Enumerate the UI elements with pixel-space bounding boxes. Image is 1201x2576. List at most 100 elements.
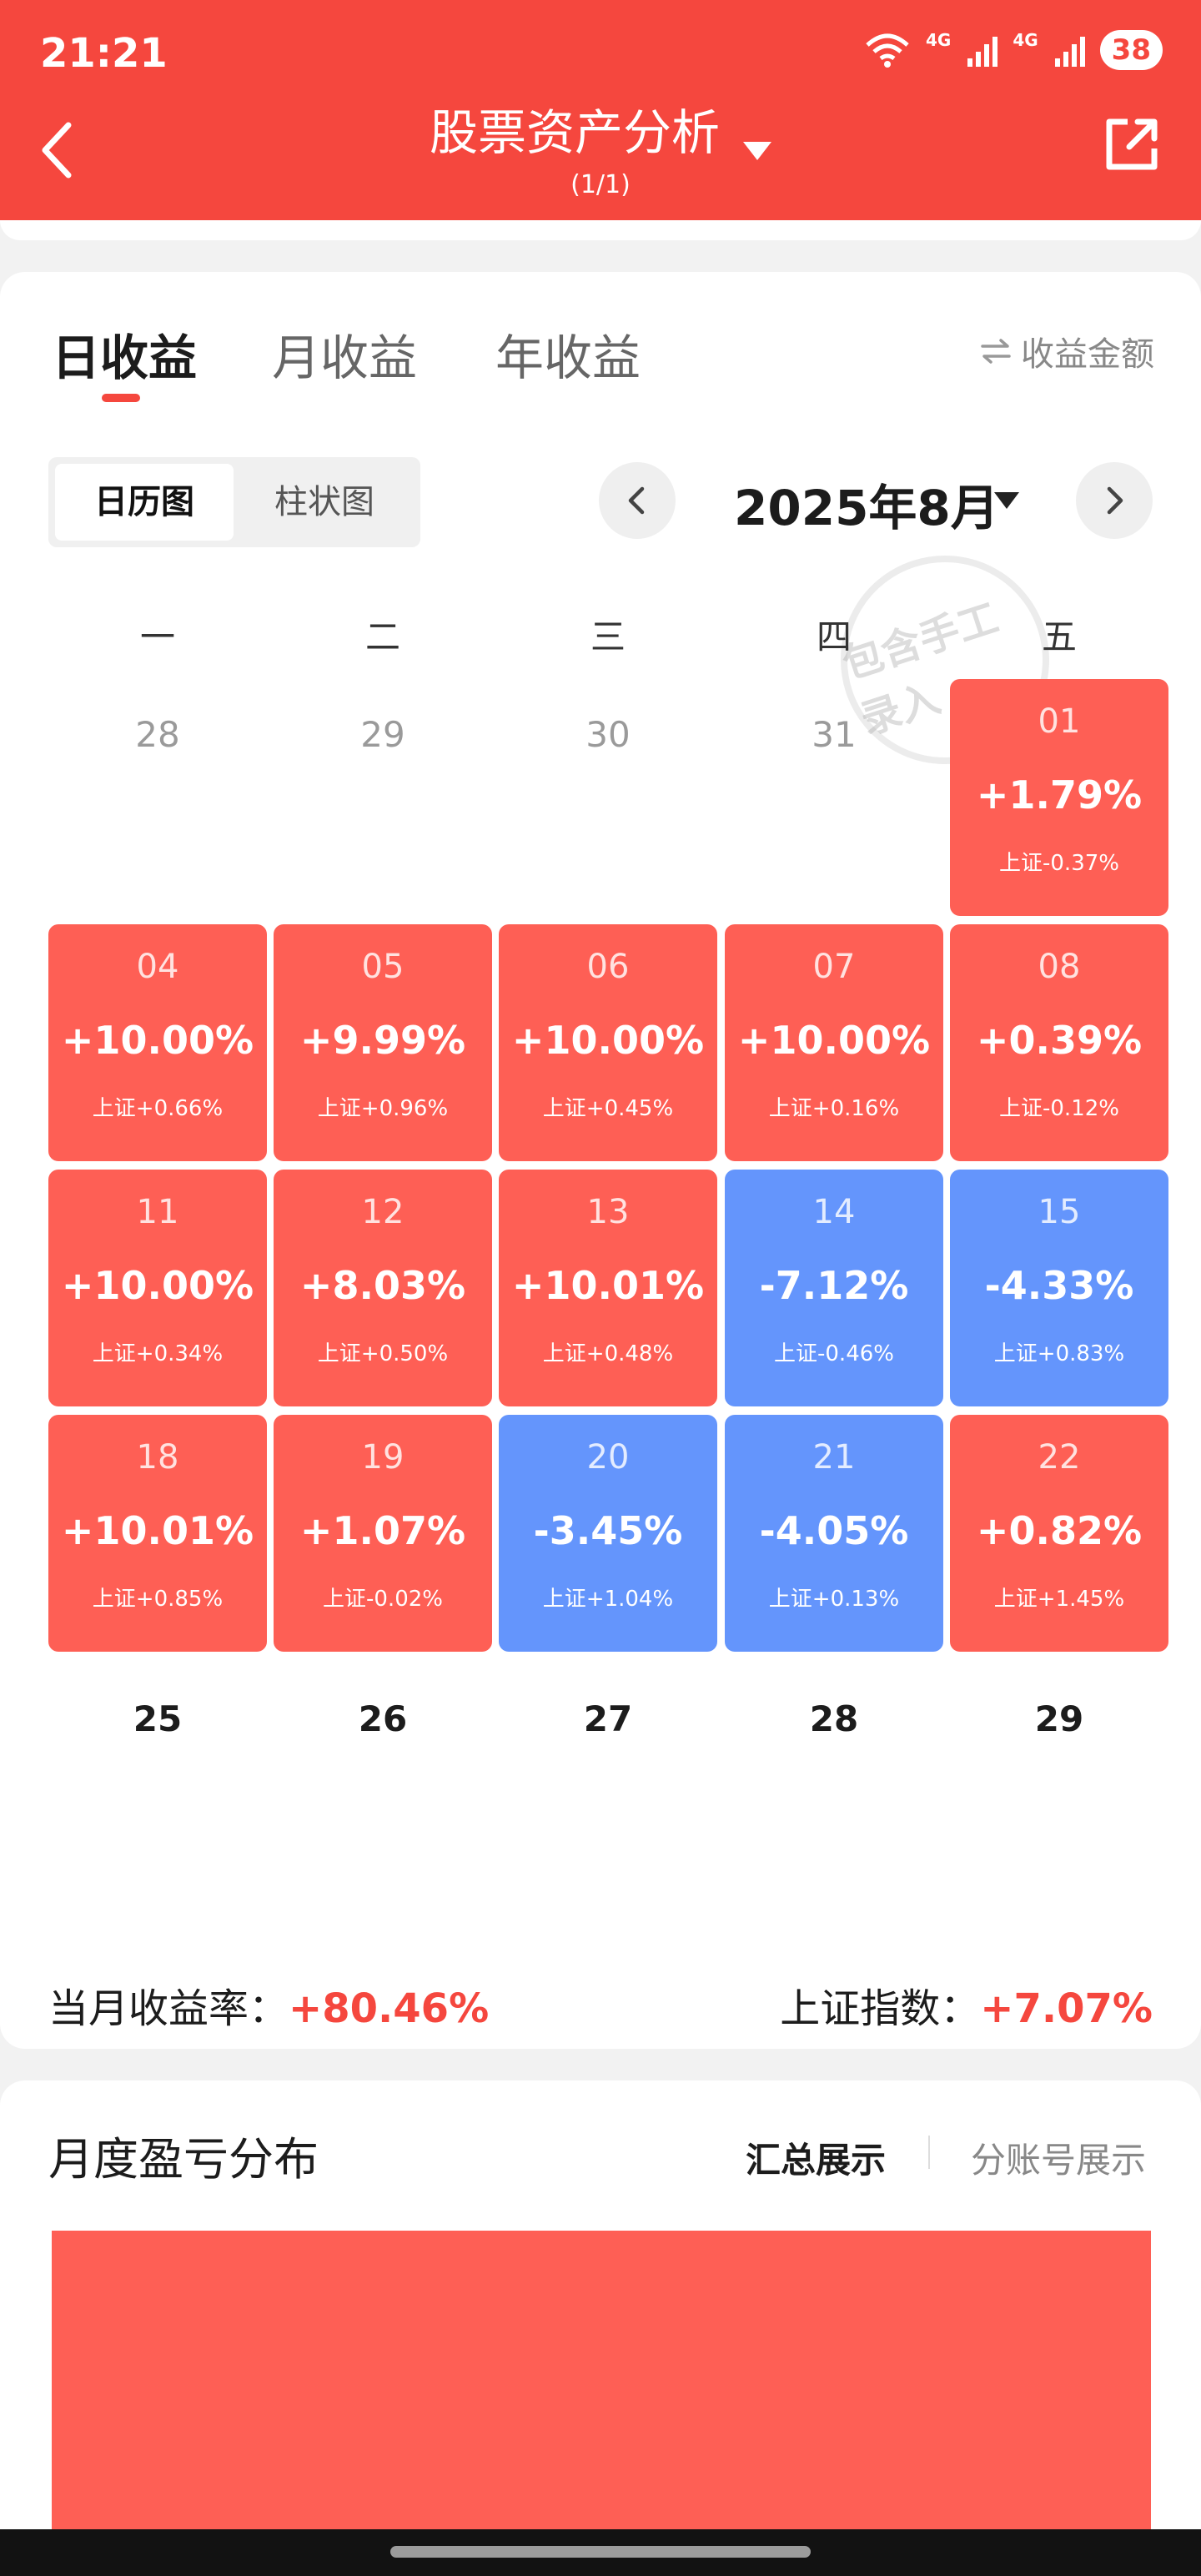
day-number: 08 [1038, 948, 1081, 986]
back-arrow-icon[interactable] [33, 117, 83, 184]
index-return: 上证+1.04% [542, 1587, 674, 1612]
calendar-day-cell[interactable]: 05 +9.99% 上证+0.96% [274, 924, 492, 1161]
calendar-day-cell[interactable]: 18 +10.01% 上证+0.85% [48, 1415, 267, 1652]
day-number: 13 [586, 1193, 630, 1231]
index-return: 上证+0.66% [92, 1096, 224, 1121]
day-number: 12 [361, 1193, 405, 1231]
calendar-day-cell[interactable]: 07 +10.00% 上证+0.16% [725, 924, 943, 1161]
index-return: 上证+0.96% [317, 1096, 449, 1121]
calendar-day-cell[interactable]: 08 +0.39% 上证-0.12% [950, 924, 1168, 1161]
index-return: 上证+0.83% [993, 1341, 1125, 1366]
calendar-day-cell[interactable]: 06 +10.00% 上证+0.45% [499, 924, 717, 1161]
tab-daily[interactable]: 日收益 [52, 330, 198, 386]
amount-toggle[interactable]: 收益金额 [979, 327, 1154, 375]
home-indicator[interactable] [390, 2546, 811, 2558]
index-return: 上证+0.34% [92, 1341, 224, 1366]
page-title: 股票资产分析 [429, 104, 720, 161]
day-number: 22 [1038, 1438, 1081, 1477]
index-return: 上证-0.37% [999, 851, 1119, 876]
upcoming-day: 25 [133, 1698, 183, 1739]
network-label-1: 4G [925, 30, 952, 50]
day-number: 21 [812, 1438, 856, 1477]
monthly-return-label: 当月收益率： [48, 1985, 289, 2032]
daily-return: +0.39% [976, 1018, 1143, 1063]
calendar-day-cell[interactable]: 21 -4.05% 上证+0.13% [725, 1415, 943, 1652]
index-return: 上证+0.13% [768, 1587, 900, 1612]
daily-return: -4.33% [984, 1263, 1134, 1308]
summary-view-option[interactable]: 汇总展示 [746, 2140, 887, 2181]
tab-monthly[interactable]: 月收益 [272, 330, 418, 386]
day-number: 18 [136, 1438, 179, 1477]
swap-icon [981, 339, 1011, 364]
index-return-value: +7.07% [980, 1985, 1153, 2032]
daily-return: +0.82% [976, 1508, 1143, 1553]
signal-icon [967, 33, 998, 67]
active-tab-indicator [102, 394, 140, 402]
day-number: 19 [361, 1438, 405, 1477]
calendar-view-button[interactable]: 日历图 [55, 464, 234, 541]
upcoming-day: 28 [809, 1698, 859, 1739]
weekday-label: 二 [364, 616, 400, 657]
chevron-left-icon [628, 486, 645, 515]
previous-card-edge [0, 220, 1201, 240]
calendar-day-cell[interactable]: 12 +8.03% 上证+0.50% [274, 1170, 492, 1406]
daily-return: -4.05% [759, 1508, 909, 1553]
prev-month-button[interactable] [599, 462, 676, 539]
index-return: 上证+0.50% [317, 1341, 449, 1366]
calendar-day-cell[interactable]: 15 -4.33% 上证+0.83% [950, 1170, 1168, 1406]
caret-down-icon [994, 492, 1019, 509]
index-return: 上证+0.45% [542, 1096, 674, 1121]
bar-view-button[interactable]: 柱状图 [274, 483, 374, 521]
index-return: 上证+1.45% [993, 1587, 1125, 1612]
network-label-2: 4G [1013, 30, 1038, 50]
calendar-day-cell[interactable]: 13 +10.01% 上证+0.48% [499, 1170, 717, 1406]
calendar-day-cell[interactable]: 01 +1.79% 上证-0.37% [950, 679, 1168, 916]
next-month-button[interactable] [1076, 462, 1153, 539]
tab-yearly[interactable]: 年收益 [495, 330, 641, 386]
daily-return: +1.07% [299, 1508, 466, 1553]
system-nav-bar [0, 2529, 1201, 2576]
daily-return: +10.00% [61, 1018, 254, 1063]
upcoming-day: 29 [1034, 1698, 1084, 1739]
daily-return: +10.01% [511, 1263, 705, 1308]
index-return: 上证-0.02% [323, 1587, 443, 1612]
calendar-day-cell[interactable]: 14 -7.12% 上证-0.46% [725, 1170, 943, 1406]
month-selector[interactable]: 2025年8月 [734, 480, 999, 536]
app-header: 21:21 4G 4G 38 股票资产分析 (1/1) [0, 0, 1201, 220]
calendar-day-cell[interactable]: 22 +0.82% 上证+1.45% [950, 1415, 1168, 1652]
calendar-day-cell[interactable]: 20 -3.45% 上证+1.04% [499, 1415, 717, 1652]
day-number: 06 [586, 948, 630, 986]
caret-down-icon [743, 141, 771, 160]
day-number: 15 [1038, 1193, 1081, 1231]
prev-month-day: 28 [135, 714, 180, 755]
day-number: 11 [136, 1193, 179, 1231]
index-return: 上证+0.48% [542, 1341, 674, 1366]
index-return: 上证-0.12% [999, 1096, 1119, 1121]
index-return-label: 上证指数： [780, 1985, 981, 2032]
distribution-chart-area [52, 2231, 1151, 2576]
upcoming-day: 26 [358, 1698, 408, 1739]
daily-return: +10.01% [61, 1508, 254, 1553]
daily-return: +10.00% [511, 1018, 705, 1063]
share-icon[interactable] [1103, 115, 1161, 174]
signal-icon [1054, 33, 1085, 67]
index-return-summary: 上证指数：+7.07% [780, 1975, 1153, 2034]
daily-return: -3.45% [533, 1508, 683, 1553]
battery-indicator: 38 [1099, 30, 1163, 70]
daily-return-card: 日收益 月收益 年收益 收益金额 日历图 柱状图 2025年8月 包含手工录入 … [0, 272, 1201, 2049]
status-time: 21:21 [40, 30, 168, 77]
calendar-day-cell[interactable]: 04 +10.00% 上证+0.66% [48, 924, 267, 1161]
title-dropdown[interactable]: 股票资产分析 [0, 93, 1201, 164]
day-number: 14 [812, 1193, 856, 1231]
per-account-view-option[interactable]: 分账号展示 [971, 2140, 1147, 2181]
chevron-right-icon [1107, 486, 1123, 515]
day-number: 05 [361, 948, 405, 986]
monthly-return-summary: 当月收益率：+80.46% [48, 1975, 489, 2034]
prev-month-day: 31 [812, 714, 857, 755]
calendar-day-cell[interactable]: 19 +1.07% 上证-0.02% [274, 1415, 492, 1652]
calendar-day-cell[interactable]: 11 +10.00% 上证+0.34% [48, 1170, 267, 1406]
day-number: 04 [136, 948, 179, 986]
option-divider [928, 2136, 930, 2169]
monthly-return-value: +80.46% [289, 1985, 490, 2032]
index-return: 上证-0.46% [774, 1341, 894, 1366]
